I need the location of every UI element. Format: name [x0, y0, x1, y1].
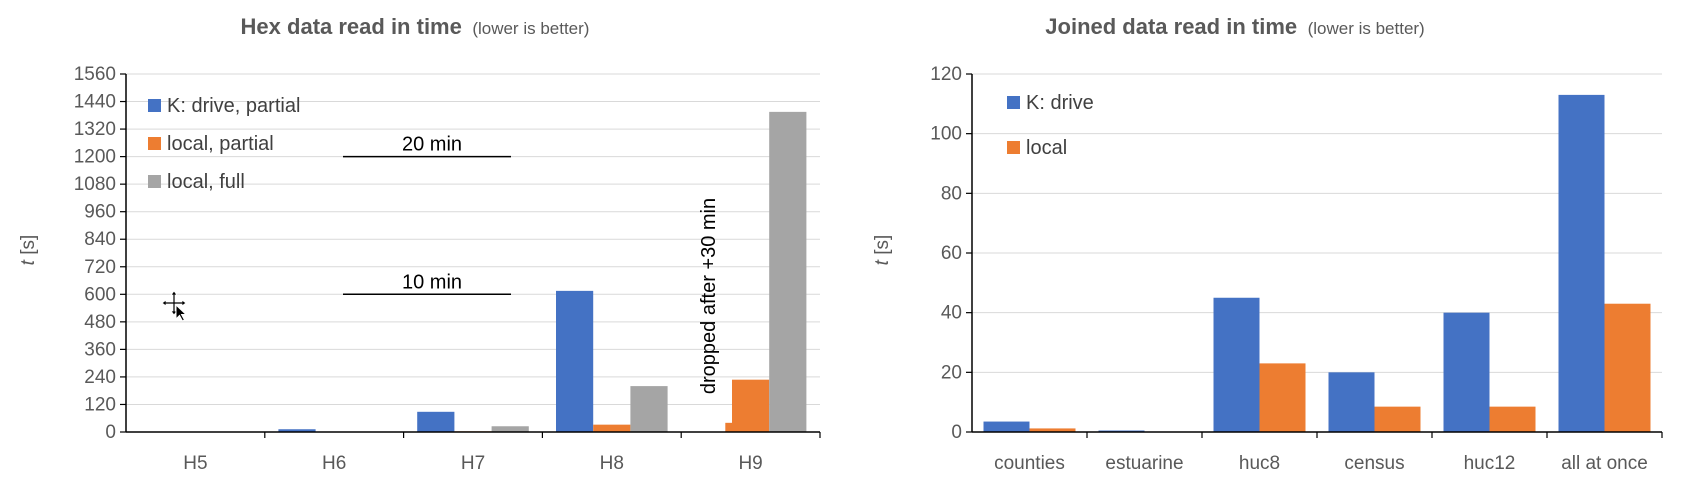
- move-cursor-icon: [161, 290, 188, 322]
- annotation-dropped-after-30-min: dropped after +30 min: [698, 198, 720, 394]
- chart1-ytick-label: 0: [105, 422, 116, 443]
- chart2-ytick-label: 100: [930, 124, 962, 145]
- chart1-legend-label-local-full: local, full: [167, 171, 245, 193]
- chart2-bar-local-counties: [1029, 428, 1076, 432]
- chart2-legend: K: drive local: [1007, 92, 1094, 159]
- chart1-bar-k-drive-partial-h8: [556, 290, 594, 432]
- chart2-ytick-label: 0: [951, 422, 962, 443]
- chart2-legend-swatch-k-drive: [1007, 96, 1020, 109]
- chart2-ytick-label: 20: [941, 362, 962, 383]
- chart2-bar-local-huc12: [1489, 406, 1536, 432]
- chart2-bar-k-drive-all-at-once: [1558, 94, 1605, 432]
- chart1-ylabel: t [s]: [18, 235, 39, 266]
- chart1-ytick-label: 1080: [74, 174, 116, 195]
- joined-data-chart: Joined data read in time (lower is bette…: [872, 14, 1663, 474]
- chart2-xtick-label-counties: counties: [994, 453, 1065, 474]
- chart1-ytick-label: 480: [84, 312, 116, 333]
- chart2-ytick-label: 80: [941, 183, 962, 204]
- chart1-legend-swatch-local-partial: [148, 137, 161, 150]
- chart2-xtick-label-estuarine: estuarine: [1105, 453, 1183, 474]
- hex-data-chart: Hex data read in time (lower is better) …: [18, 14, 821, 474]
- chart2-xtick-label-census: census: [1344, 453, 1404, 474]
- chart1-ytick-label: 960: [84, 202, 116, 223]
- chart1-legend-swatch-k-drive-partial: [148, 99, 161, 112]
- annotation-10-min: 10 min: [402, 271, 462, 293]
- chart1-bar-local-partial-h8: [593, 424, 631, 432]
- chart1-extra-bar-h9: [725, 422, 733, 432]
- chart1-ytick-label: 720: [84, 257, 116, 278]
- annotation-20-min: 20 min: [402, 134, 462, 156]
- chart1-ylabel-unit: [s]: [18, 235, 39, 260]
- chart1-title: Hex data read in time (lower is better): [241, 14, 590, 39]
- chart1-xtick-label-h8: H8: [600, 453, 624, 474]
- chart1-ylabel-var: t: [18, 259, 39, 265]
- chart2-xtick-label-huc8: huc8: [1239, 453, 1280, 474]
- chart2-title-sub: (lower is better): [1308, 19, 1425, 38]
- chart2-xtick-label-all-at-once: all at once: [1561, 453, 1648, 474]
- chart2-title: Joined data read in time (lower is bette…: [1045, 14, 1424, 39]
- chart1-ytick-label: 600: [84, 284, 116, 305]
- chart1-ytick-label: 360: [84, 339, 116, 360]
- chart2-title-main: Joined data read in time: [1045, 14, 1297, 39]
- chart1-xtick-label-h5: H5: [183, 453, 207, 474]
- chart1-ytick-label: 1200: [74, 147, 116, 168]
- chart1-ytick-label: 120: [84, 394, 116, 415]
- chart2-ytick-label: 40: [941, 303, 962, 324]
- chart1-legend-label-local-partial: local, partial: [167, 133, 274, 155]
- chart2-bar-k-drive-counties: [983, 421, 1030, 432]
- chart2-bar-k-drive-huc8: [1213, 297, 1260, 432]
- chart1-title-main: Hex data read in time: [241, 14, 462, 39]
- chart2-ylabel: t [s]: [872, 235, 893, 266]
- chart2-xtick-label-huc12: huc12: [1464, 453, 1516, 474]
- chart1-xtick-label-h7: H7: [461, 453, 485, 474]
- chart1-bar-local-partial-h9: [732, 379, 770, 432]
- chart1-bar-k-drive-partial-h6: [278, 429, 316, 432]
- chart2-ytick-label: 60: [941, 243, 962, 264]
- chart1-ytick-label: 1440: [74, 92, 116, 113]
- chart2-ylabel-var: t: [872, 259, 893, 265]
- chart1-bar-local-full-h8: [630, 386, 668, 432]
- chart1-ytick-label: 240: [84, 367, 116, 388]
- chart2-bar-local-census: [1374, 406, 1421, 432]
- chart1-ytick-label: 1320: [74, 119, 116, 140]
- chart1-ytick-label: 840: [84, 229, 116, 250]
- chart2-bar-local-huc8: [1259, 363, 1306, 432]
- chart1-title-sub: (lower is better): [472, 19, 589, 38]
- chart2-legend-label-local: local: [1026, 137, 1067, 159]
- chart2-legend-label-k-drive: K: drive: [1026, 92, 1094, 114]
- chart1-ytick-label: 1560: [74, 64, 116, 85]
- chart2-bar-k-drive-census: [1328, 372, 1375, 432]
- chart1-legend-swatch-local-full: [148, 175, 161, 188]
- chart2-bar-k-drive-huc12: [1443, 312, 1490, 432]
- chart1-legend: K: drive, partial local, partial local, fu…: [148, 95, 300, 193]
- chart2-ytick-label: 120: [930, 64, 962, 85]
- chart1-xtick-label-h6: H6: [322, 453, 346, 474]
- chart1-bar-k-drive-partial-h7: [417, 411, 455, 432]
- chart1-xtick-label-h9: H9: [738, 453, 762, 474]
- chart1-bar-local-full-h7: [491, 426, 529, 432]
- chart2-legend-swatch-local: [1007, 141, 1020, 154]
- chart2-bar-local-all-at-once: [1604, 303, 1651, 432]
- chart2-ylabel-unit: [s]: [872, 235, 893, 260]
- chart1-bar-local-full-h9: [769, 111, 807, 432]
- chart1-legend-label-k-drive-partial: K: drive, partial: [167, 95, 300, 117]
